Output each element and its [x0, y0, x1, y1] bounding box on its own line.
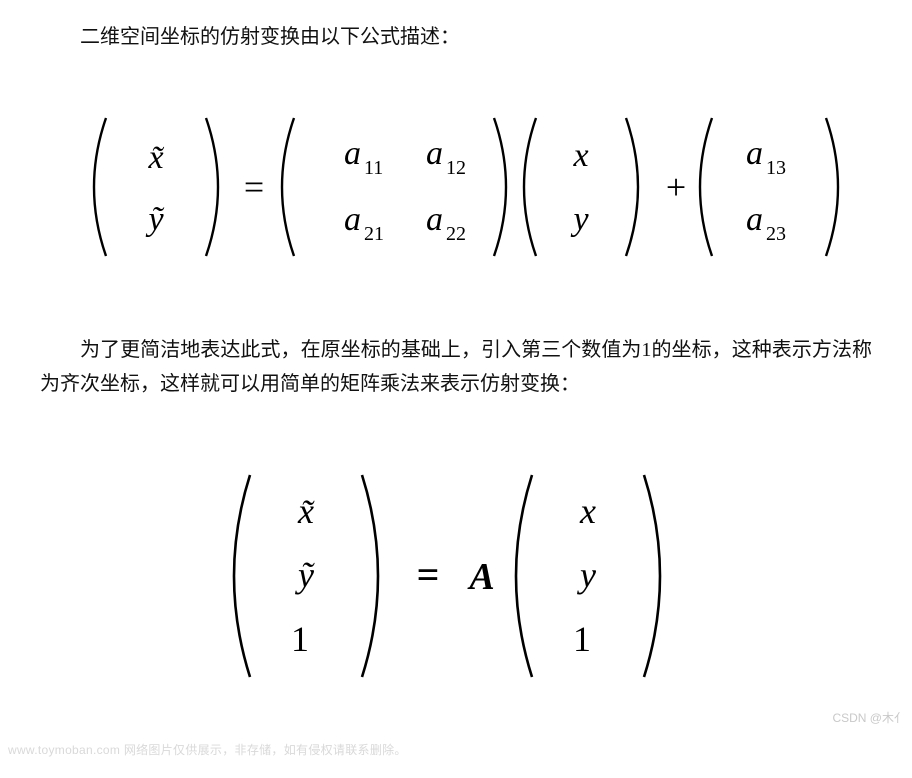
eq2-equals: =	[417, 552, 440, 597]
eq1-a12-base: a	[426, 135, 443, 172]
eq2-lhs-1: 1	[291, 619, 309, 659]
eq1-a22-base: a	[426, 201, 443, 238]
equation-1-svg: x̃ ỹ = a 11 a 12 a 21 a 22	[46, 102, 866, 272]
eq1-a13-base: a	[746, 135, 763, 172]
eq2-rhs-x: x	[579, 491, 596, 531]
watermark-domain: www.toymoban.com	[8, 743, 120, 757]
eq2-lhs-y: ỹ	[295, 555, 315, 595]
eq2-lhs-x: x̃	[297, 491, 315, 531]
eq1-a23-sub: 23	[766, 223, 786, 245]
watermark-right: CSDN @木亻	[832, 709, 906, 726]
eq1-lhs-x: x̃	[147, 139, 164, 176]
paragraph-2: 为了更简洁地表达此式，在原坐标的基础上，引入第三个数值为1的坐标，这种表示方法称…	[40, 333, 872, 401]
eq1-lhs-y: ỹ	[145, 201, 164, 238]
eq1-src-x: x	[572, 137, 588, 174]
eq1-a21-sub: 21	[364, 223, 384, 245]
equation-2-svg: x̃ ỹ 1 = A x y 1	[196, 461, 716, 691]
eq1-a21-base: a	[344, 201, 361, 238]
paragraph-1: 二维空间坐标的仿射变换由以下公式描述：	[40, 20, 872, 54]
eq1-a11-base: a	[344, 135, 361, 172]
eq1-a12-sub: 12	[446, 157, 466, 179]
equation-1: x̃ ỹ = a 11 a 12 a 21 a 22	[40, 102, 872, 277]
equation-2: x̃ ỹ 1 = A x y 1	[40, 461, 872, 696]
eq1-a22-sub: 22	[446, 223, 466, 245]
eq2-rhs-y: y	[577, 555, 596, 595]
eq1-a23-base: a	[746, 201, 763, 238]
eq2-rhs-1: 1	[573, 619, 591, 659]
eq1-a11-sub: 11	[364, 157, 383, 179]
eq1-plus: +	[666, 167, 686, 207]
eq1-equals: =	[244, 167, 264, 207]
watermark-left: www.toymoban.com 网络图片仅供展示，非存储，如有侵权请联系删除。	[8, 741, 407, 758]
eq1-a13-sub: 13	[766, 157, 786, 179]
eq2-matrix-A: A	[467, 556, 494, 598]
eq1-src-y: y	[570, 201, 589, 238]
watermark-cn: 网络图片仅供展示，非存储，如有侵权请联系删除。	[120, 743, 407, 757]
